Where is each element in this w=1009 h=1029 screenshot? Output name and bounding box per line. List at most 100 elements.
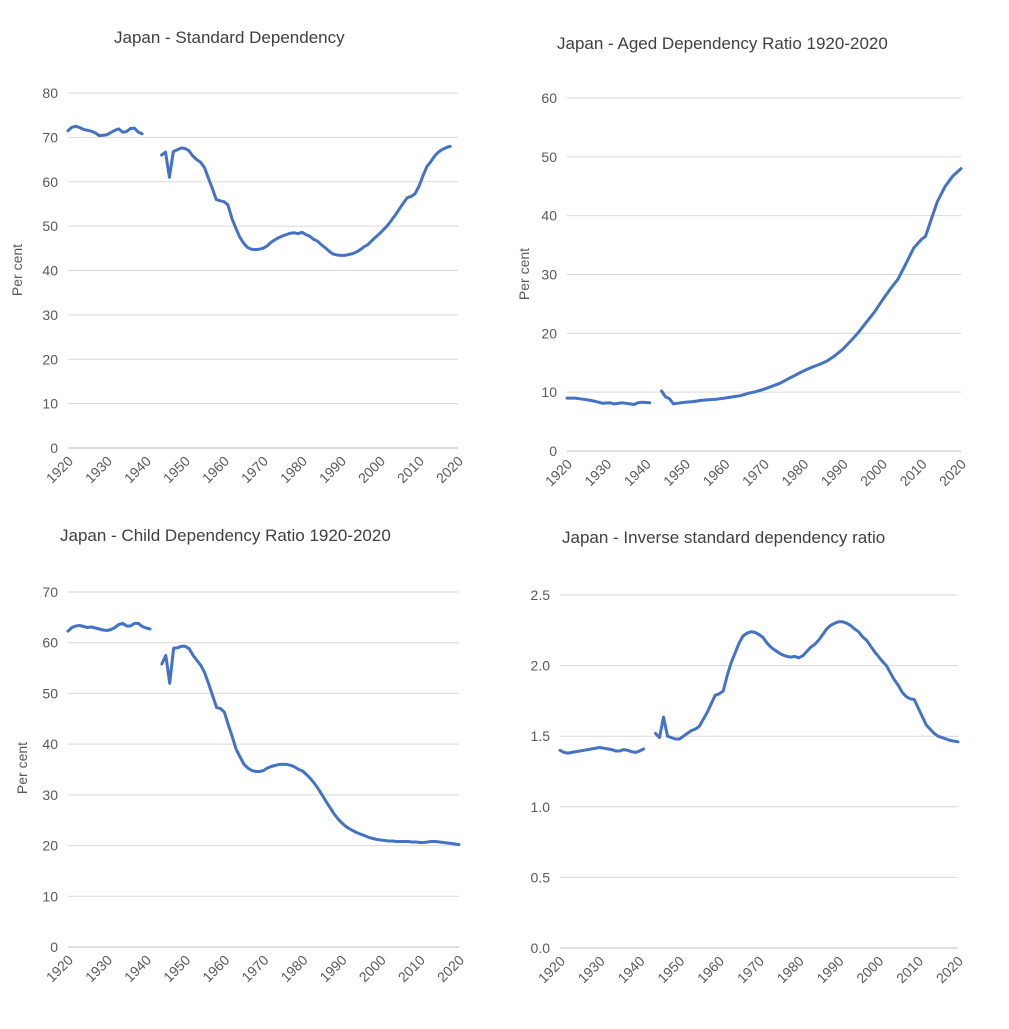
y-axis: 0 10 20 30 40 50 60 <box>541 90 557 459</box>
x-tick-label: 2020 <box>933 953 966 986</box>
x-tick-label: 2000 <box>356 952 389 985</box>
chart-title: Japan - Aged Dependency Ratio 1920-2020 <box>557 34 888 53</box>
x-tick-label: 1930 <box>575 953 608 986</box>
x-tick-label: 1920 <box>43 453 76 486</box>
chart-title: Japan - Child Dependency Ratio 1920-2020 <box>60 526 391 545</box>
x-tick-label: 2010 <box>395 952 428 985</box>
x-tick-label: 1930 <box>82 453 115 486</box>
x-tick-label: 2010 <box>394 453 427 486</box>
x-tick-label: 1990 <box>818 456 851 489</box>
y-tick-label: 0.0 <box>531 940 551 956</box>
x-tick-label: 1970 <box>734 953 767 986</box>
x-tick-label: 2000 <box>355 453 388 486</box>
series-segment <box>654 620 960 744</box>
y-tick-label: 30 <box>42 307 58 323</box>
series-segment <box>66 621 152 633</box>
x-tick-label: 1990 <box>316 952 349 985</box>
series-segment <box>66 124 144 138</box>
x-tick-label: 1970 <box>238 453 271 486</box>
x-tick-label: 1920 <box>542 456 575 489</box>
series-segment <box>160 144 452 257</box>
y-tick-label: 1.5 <box>531 728 551 744</box>
x-axis: 1920 1930 1940 1950 1960 1970 1980 1990 2000 2010… <box>43 952 467 985</box>
y-tick-label: 70 <box>42 584 58 600</box>
chart-inverse-dependency: Japan - Inverse standard dependency rati… <box>505 512 1009 1024</box>
x-tick-label: 1970 <box>238 952 271 985</box>
y-tick-label: 0 <box>50 440 58 456</box>
y-tick-label: 10 <box>541 384 557 400</box>
x-tick-label: 1950 <box>660 456 693 489</box>
series-line <box>558 620 960 755</box>
x-tick-label: 2000 <box>857 456 890 489</box>
x-tick-label: 1940 <box>121 453 154 486</box>
series-line <box>565 167 963 406</box>
y-tick-label: 0.5 <box>531 869 551 885</box>
x-axis: 1920 1930 1940 1950 1960 1970 1980 1990 2000 2010… <box>43 453 466 486</box>
y-tick-label: 30 <box>541 267 557 283</box>
series-segment <box>160 644 461 847</box>
y-tick-label: 60 <box>541 90 557 106</box>
y-tick-label: 40 <box>42 736 58 752</box>
x-tick-label: 1980 <box>277 952 310 985</box>
chart-title: Japan - Inverse standard dependency rati… <box>562 528 886 547</box>
series-segment <box>660 167 963 406</box>
y-tick-label: 1.0 <box>531 799 551 815</box>
y-tick-label: 50 <box>42 685 58 701</box>
chart-plot: 0 10 20 30 40 50 60 1920 1930 1940 1950 1960 1970 198… <box>516 90 969 489</box>
chart-plot: 0.0 0.5 1.0 1.5 2.0 2.5 1920 1930 1940 1950 1960 19… <box>531 587 967 986</box>
y-tick-label: 20 <box>42 838 58 854</box>
x-tick-label: 1980 <box>277 453 310 486</box>
gridlines <box>68 591 459 948</box>
x-tick-label: 1970 <box>739 456 772 489</box>
y-tick-label: 70 <box>42 129 58 145</box>
x-tick-label: 1920 <box>535 953 568 986</box>
series-segment <box>558 746 646 755</box>
y-tick-label: 60 <box>42 174 58 190</box>
y-axis-label: Per cent <box>9 244 25 296</box>
x-tick-label: 1960 <box>199 453 232 486</box>
x-axis: 1920 1930 1940 1950 1960 1970 1980 1990 2000 2010… <box>542 456 969 489</box>
x-tick-label: 2010 <box>893 953 926 986</box>
x-tick-label: 1930 <box>581 456 614 489</box>
series-line <box>66 621 461 847</box>
y-tick-label: 2.0 <box>531 658 551 674</box>
chart-aged-dependency: Japan - Aged Dependency Ratio 1920-2020 … <box>505 0 1009 512</box>
x-tick-label: 1980 <box>774 953 807 986</box>
x-tick-label: 1960 <box>699 456 732 489</box>
chart-child-dependency: Japan - Child Dependency Ratio 1920-2020… <box>0 512 505 1024</box>
y-tick-label: 50 <box>42 218 58 234</box>
x-tick-label: 2000 <box>853 953 886 986</box>
x-tick-label: 1930 <box>82 952 115 985</box>
x-tick-label: 1960 <box>694 953 727 986</box>
y-tick-label: 50 <box>541 149 557 165</box>
x-tick-label: 1940 <box>621 456 654 489</box>
y-axis-label: Per cent <box>14 742 30 794</box>
chart-title: Japan - Standard Dependency <box>114 28 345 47</box>
x-tick-label: 1980 <box>778 456 811 489</box>
x-tick-label: 2020 <box>936 456 969 489</box>
y-tick-label: 20 <box>42 351 58 367</box>
y-axis: 0 10 20 30 40 50 60 70 80 <box>42 85 58 456</box>
y-tick-label: 40 <box>541 208 557 224</box>
x-axis: 1920 1930 1940 1950 1960 1970 1980 1990 2000 2010… <box>535 953 966 986</box>
y-axis: 0 10 20 30 40 50 60 70 <box>42 584 58 955</box>
y-axis-label: Per cent <box>516 248 532 300</box>
y-tick-label: 80 <box>42 85 58 101</box>
x-tick-label: 1950 <box>654 953 687 986</box>
y-tick-label: 0 <box>549 443 557 459</box>
x-tick-label: 2020 <box>433 453 466 486</box>
x-tick-label: 1960 <box>199 952 232 985</box>
gridlines <box>68 92 458 449</box>
y-tick-label: 20 <box>541 325 557 341</box>
y-tick-label: 60 <box>42 635 58 651</box>
y-tick-label: 30 <box>42 787 58 803</box>
gridlines <box>567 97 961 452</box>
y-tick-label: 2.5 <box>531 587 551 603</box>
y-tick-label: 40 <box>42 263 58 279</box>
x-tick-label: 1990 <box>813 953 846 986</box>
x-tick-label: 1950 <box>160 453 193 486</box>
gridlines <box>560 594 958 949</box>
x-tick-label: 1940 <box>121 952 154 985</box>
